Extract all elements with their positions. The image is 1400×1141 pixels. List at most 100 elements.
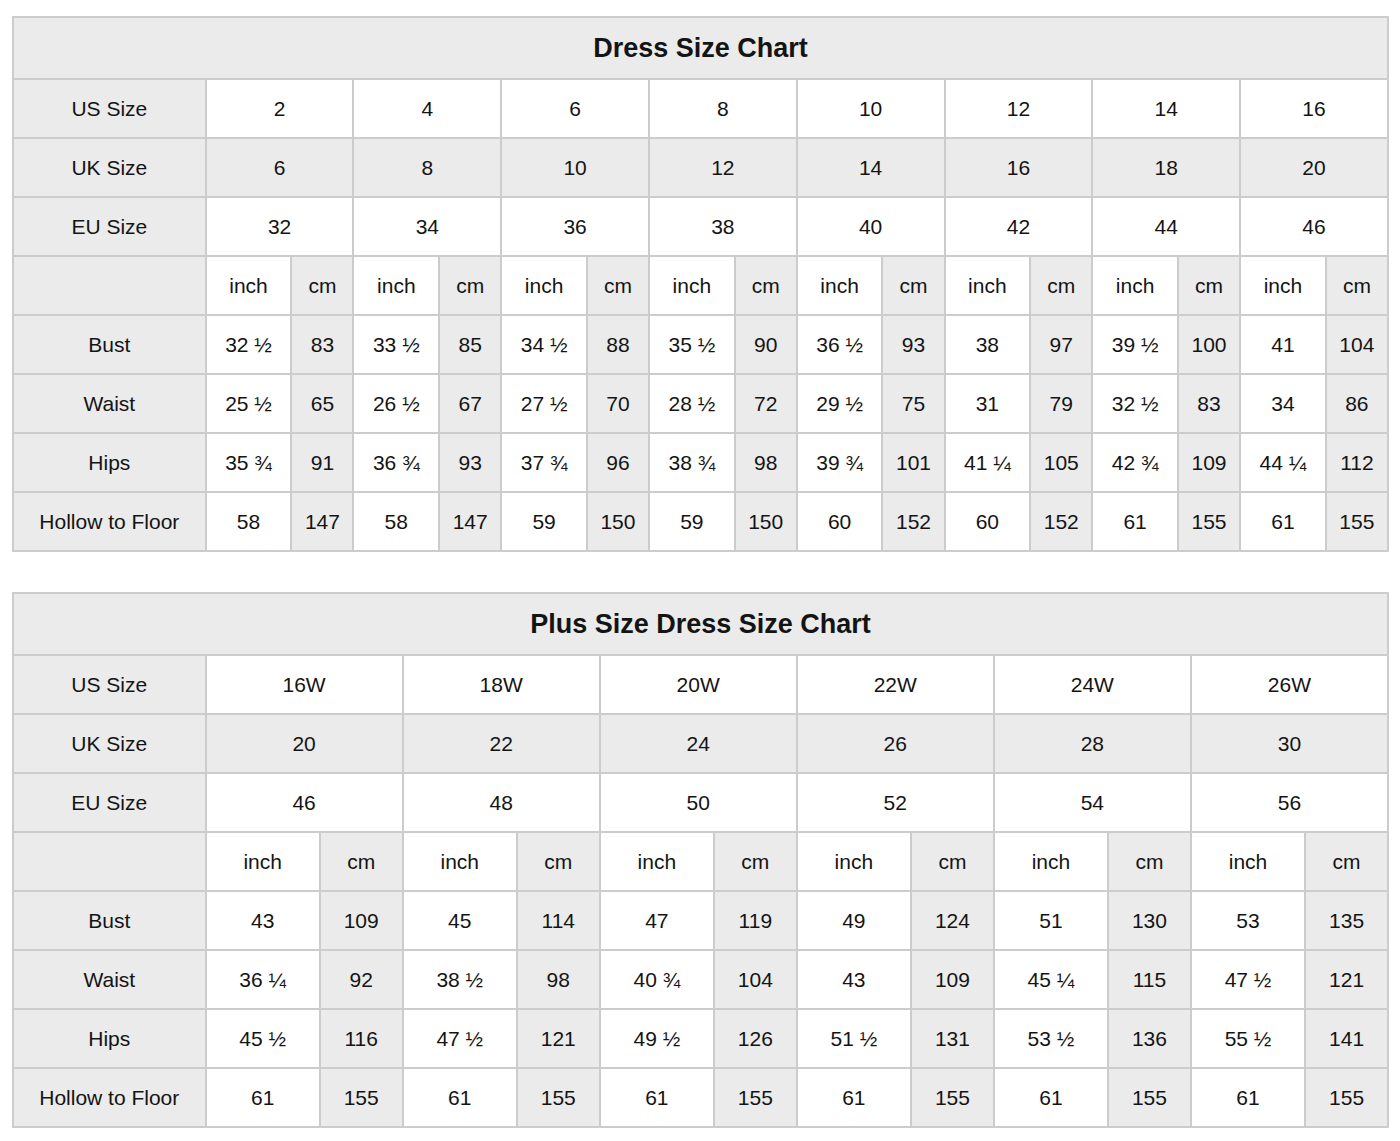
measurement-cm-cell: 98 [517, 950, 600, 1009]
measurement-inch-cell: 38 ½ [403, 950, 517, 1009]
measurement-cm-cell: 147 [439, 492, 501, 551]
measurement-inch-cell: 60 [945, 492, 1031, 551]
chart-title: Dress Size Chart [13, 17, 1388, 79]
measurement-inch-cell: 53 ½ [994, 1009, 1108, 1068]
unit-inch-header: inch [403, 832, 517, 891]
measurement-cm-cell: 65 [291, 374, 353, 433]
measurement-inch-cell: 60 [797, 492, 883, 551]
size-value-cell: 46 [206, 773, 403, 832]
measurement-inch-cell: 40 ¾ [600, 950, 714, 1009]
measurement-inch-cell: 45 [403, 891, 517, 950]
measurement-cm-cell: 155 [1305, 1068, 1388, 1127]
measurement-cm-cell: 75 [882, 374, 944, 433]
measurement-cm-cell: 86 [1326, 374, 1388, 433]
unit-cm-header: cm [1108, 832, 1191, 891]
size-value-cell: 22 [403, 714, 600, 773]
unit-cm-header: cm [735, 256, 797, 315]
unit-inch-header: inch [501, 256, 587, 315]
measurement-cm-cell: 70 [587, 374, 649, 433]
size-value-cell: 34 [353, 197, 501, 256]
size-value-cell: 6 [501, 79, 649, 138]
size-value-cell: 56 [1191, 773, 1388, 832]
measurement-inch-cell: 29 ½ [797, 374, 883, 433]
measurement-inch-cell: 36 ½ [797, 315, 883, 374]
unit-cm-header: cm [882, 256, 944, 315]
size-value-cell: 26 [797, 714, 994, 773]
measurement-inch-cell: 61 [206, 1068, 320, 1127]
size-value-cell: 18W [403, 655, 600, 714]
measurement-cm-cell: 100 [1178, 315, 1240, 374]
size-value-cell: 10 [797, 79, 945, 138]
measurement-cm-cell: 152 [1030, 492, 1092, 551]
measurement-inch-cell: 51 [994, 891, 1108, 950]
measurement-inch-cell: 32 ½ [1092, 374, 1178, 433]
measurement-cm-cell: 136 [1108, 1009, 1191, 1068]
measurement-cm-cell: 150 [587, 492, 649, 551]
measurement-inch-cell: 38 ¾ [649, 433, 735, 492]
size-value-cell: 40 [797, 197, 945, 256]
size-value-cell: 22W [797, 655, 994, 714]
measurement-inch-cell: 39 ½ [1092, 315, 1178, 374]
measurement-cm-cell: 135 [1305, 891, 1388, 950]
unit-cm-header: cm [1178, 256, 1240, 315]
measurement-cm-cell: 91 [291, 433, 353, 492]
measurement-inch-cell: 47 [600, 891, 714, 950]
measurement-cm-cell: 155 [517, 1068, 600, 1127]
measurement-cm-cell: 93 [882, 315, 944, 374]
unit-inch-header: inch [649, 256, 735, 315]
measurement-label: Waist [13, 950, 206, 1009]
unit-cm-header: cm [291, 256, 353, 315]
measurement-inch-cell: 42 ¾ [1092, 433, 1178, 492]
size-value-cell: 8 [353, 138, 501, 197]
measurement-inch-cell: 59 [501, 492, 587, 551]
measurement-cm-cell: 105 [1030, 433, 1092, 492]
measurement-inch-cell: 53 [1191, 891, 1305, 950]
measurement-cm-cell: 115 [1108, 950, 1191, 1009]
measurement-cm-cell: 155 [1108, 1068, 1191, 1127]
size-value-cell: 38 [649, 197, 797, 256]
size-value-cell: 12 [945, 79, 1093, 138]
size-value-cell: 50 [600, 773, 797, 832]
measurement-inch-cell: 61 [1191, 1068, 1305, 1127]
chart-title: Plus Size Dress Size Chart [13, 593, 1388, 655]
measurement-inch-cell: 58 [206, 492, 292, 551]
table-gap [12, 552, 1389, 592]
measurement-inch-cell: 45 ½ [206, 1009, 320, 1068]
unit-row-spacer [13, 256, 206, 315]
measurement-cm-cell: 98 [735, 433, 797, 492]
unit-cm-header: cm [439, 256, 501, 315]
size-system-label: UK Size [13, 714, 206, 773]
measurement-cm-cell: 88 [587, 315, 649, 374]
measurement-inch-cell: 28 ½ [649, 374, 735, 433]
measurement-inch-cell: 25 ½ [206, 374, 292, 433]
size-system-label: US Size [13, 79, 206, 138]
unit-inch-header: inch [797, 256, 883, 315]
size-system-label: EU Size [13, 197, 206, 256]
measurement-inch-cell: 61 [994, 1068, 1108, 1127]
unit-inch-header: inch [1191, 832, 1305, 891]
size-value-cell: 36 [501, 197, 649, 256]
unit-inch-header: inch [206, 832, 320, 891]
measurement-cm-cell: 112 [1326, 433, 1388, 492]
measurement-cm-cell: 104 [1326, 315, 1388, 374]
measurement-cm-cell: 90 [735, 315, 797, 374]
size-system-label: UK Size [13, 138, 206, 197]
measurement-inch-cell: 47 ½ [1191, 950, 1305, 1009]
unit-cm-header: cm [1305, 832, 1388, 891]
size-value-cell: 54 [994, 773, 1191, 832]
measurement-cm-cell: 121 [517, 1009, 600, 1068]
size-value-cell: 12 [649, 138, 797, 197]
measurement-cm-cell: 119 [714, 891, 797, 950]
measurement-cm-cell: 101 [882, 433, 944, 492]
measurement-inch-cell: 43 [797, 950, 911, 1009]
measurement-inch-cell: 33 ½ [353, 315, 439, 374]
unit-inch-header: inch [945, 256, 1031, 315]
measurement-cm-cell: 97 [1030, 315, 1092, 374]
measurement-cm-cell: 93 [439, 433, 501, 492]
size-value-cell: 24 [600, 714, 797, 773]
unit-inch-header: inch [353, 256, 439, 315]
size-value-cell: 2 [206, 79, 354, 138]
measurement-cm-cell: 155 [1178, 492, 1240, 551]
measurement-inch-cell: 59 [649, 492, 735, 551]
measurement-cm-cell: 109 [1178, 433, 1240, 492]
